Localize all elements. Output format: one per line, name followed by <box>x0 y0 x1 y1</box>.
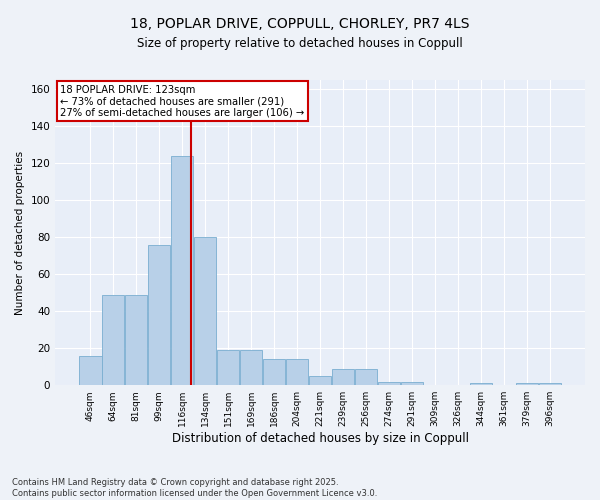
Bar <box>148 244 170 385</box>
Bar <box>240 350 262 385</box>
Bar <box>309 376 331 385</box>
Bar <box>171 156 193 385</box>
Text: Contains HM Land Registry data © Crown copyright and database right 2025.
Contai: Contains HM Land Registry data © Crown c… <box>12 478 377 498</box>
Text: 18, POPLAR DRIVE, COPPULL, CHORLEY, PR7 4LS: 18, POPLAR DRIVE, COPPULL, CHORLEY, PR7 … <box>130 18 470 32</box>
Bar <box>378 382 400 385</box>
Bar <box>194 237 217 385</box>
Text: Size of property relative to detached houses in Coppull: Size of property relative to detached ho… <box>137 38 463 51</box>
Bar <box>515 384 538 385</box>
Bar <box>102 294 124 385</box>
Y-axis label: Number of detached properties: Number of detached properties <box>15 150 25 314</box>
Bar <box>286 360 308 385</box>
Bar <box>470 384 492 385</box>
Bar <box>79 356 101 385</box>
Bar <box>263 360 285 385</box>
Bar <box>539 384 561 385</box>
Bar <box>401 382 423 385</box>
Text: 18 POPLAR DRIVE: 123sqm
← 73% of detached houses are smaller (291)
27% of semi-d: 18 POPLAR DRIVE: 123sqm ← 73% of detache… <box>61 84 305 118</box>
Bar <box>125 294 148 385</box>
Bar <box>355 368 377 385</box>
Bar <box>332 368 354 385</box>
X-axis label: Distribution of detached houses by size in Coppull: Distribution of detached houses by size … <box>172 432 469 445</box>
Bar <box>217 350 239 385</box>
